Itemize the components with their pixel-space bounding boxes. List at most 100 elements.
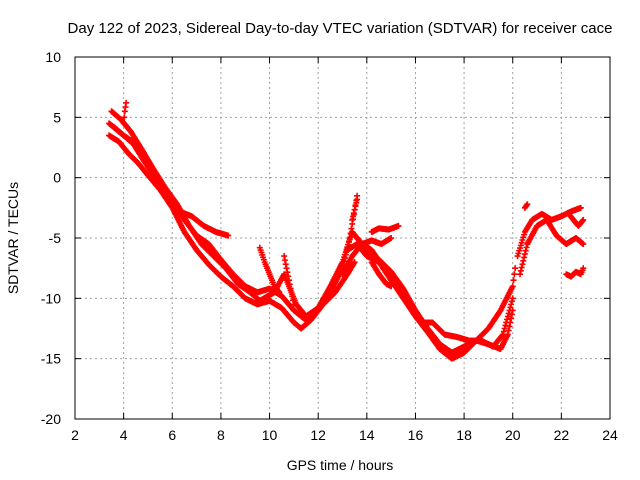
series-track-12 [349, 196, 361, 223]
series-track-19 [120, 99, 130, 127]
data-point [504, 316, 511, 323]
data-point [281, 253, 288, 260]
x-tick-label: 16 [408, 427, 424, 443]
data-point [517, 267, 524, 274]
data-point [501, 325, 508, 332]
data-point [577, 204, 584, 211]
data-point [281, 257, 288, 264]
data-point [507, 304, 514, 311]
series-track-11 [368, 222, 402, 235]
y-tick-label: 10 [45, 49, 61, 65]
series-track-15 [517, 216, 587, 278]
series-track-5 [256, 244, 283, 296]
data-point [283, 265, 290, 272]
data-point [506, 323, 513, 330]
x-tick-label: 10 [262, 427, 278, 443]
data-point [502, 322, 509, 329]
data-point [349, 216, 356, 223]
data-point [123, 99, 130, 106]
series-track-6 [281, 253, 297, 308]
data-point [510, 277, 517, 284]
data-point [522, 247, 529, 254]
data-point [121, 114, 128, 121]
data-point [290, 301, 297, 308]
data-point [504, 313, 511, 320]
data-point [517, 271, 524, 278]
data-point [282, 261, 289, 268]
x-tick-label: 8 [217, 427, 225, 443]
data-point [350, 213, 357, 220]
data-point [354, 196, 361, 203]
data-point [395, 222, 402, 229]
data-point [519, 261, 526, 268]
data-point [509, 283, 516, 290]
data-point [348, 225, 355, 232]
data-point [524, 201, 531, 208]
y-tick-label: 0 [53, 170, 61, 186]
data-point [225, 232, 232, 239]
data-point [509, 307, 516, 314]
data-point [388, 283, 395, 290]
data-point [500, 328, 507, 335]
x-tick-label: 14 [359, 427, 375, 443]
data-point [521, 254, 528, 261]
series-track-10 [339, 235, 395, 278]
series-track-3 [108, 108, 356, 320]
data-point [352, 203, 359, 210]
x-tick-label: 22 [554, 427, 570, 443]
data-point [518, 264, 525, 271]
data-point [288, 289, 295, 296]
data-point [580, 216, 587, 223]
data-point [353, 199, 360, 206]
data-point [286, 277, 292, 284]
data-point [508, 315, 515, 322]
data-point [290, 297, 297, 304]
data-point [120, 120, 127, 127]
x-tick-label: 2 [71, 427, 79, 443]
data-point [579, 217, 586, 224]
data-point [511, 271, 518, 278]
chart-title: Day 122 of 2023, Sidereal Day-to-day VTE… [68, 20, 613, 37]
data-point [286, 281, 293, 288]
data-point [388, 235, 395, 241]
data-point [351, 206, 358, 213]
series-track-16 [563, 265, 587, 280]
data-point [351, 259, 358, 266]
data-point [508, 298, 515, 305]
x-tick-label: 4 [120, 427, 128, 443]
series-track-18 [521, 201, 531, 211]
series-track-13 [368, 259, 395, 290]
y-tick-label: -10 [41, 290, 61, 306]
data-point [505, 327, 512, 334]
data-point [350, 210, 357, 217]
data-point [285, 273, 292, 280]
y-tick-label: -15 [41, 351, 61, 367]
data-point [275, 288, 282, 295]
data-point [287, 285, 294, 292]
x-tick-label: 12 [310, 427, 326, 443]
data-point [508, 301, 515, 308]
y-tick-label: -20 [41, 411, 61, 427]
data-point [520, 257, 527, 264]
data-point [507, 319, 514, 326]
data-point [508, 311, 515, 318]
data-point [505, 310, 512, 317]
x-axis-label: GPS time / hours [287, 457, 394, 473]
data-point [521, 251, 528, 258]
x-tick-label: 6 [168, 427, 176, 443]
series-track-4 [110, 123, 232, 239]
data-point [580, 265, 587, 272]
data-layer [106, 99, 587, 362]
data-point [509, 295, 516, 302]
series-track-9 [354, 235, 516, 356]
data-point [580, 241, 587, 248]
data-point [289, 293, 296, 300]
x-tick-label: 20 [505, 427, 521, 443]
data-point [512, 265, 519, 272]
data-point [276, 289, 283, 296]
data-point [523, 244, 530, 251]
series-track-17 [565, 210, 587, 229]
